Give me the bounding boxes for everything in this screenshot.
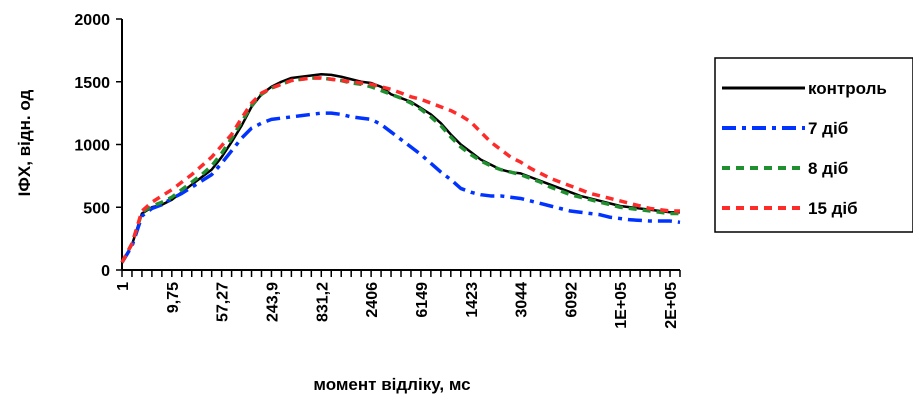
- x-axis-title: момент відліку, мс: [313, 375, 470, 394]
- series-line-1: [120, 72, 680, 264]
- y-tick-label: 500: [83, 200, 110, 217]
- x-tick-label: 831,2: [314, 282, 331, 322]
- x-tick-label: 3044: [514, 282, 531, 318]
- legend-label-3: 8 діб: [808, 159, 848, 178]
- x-tick-label: 57,27: [215, 282, 232, 322]
- x-tick-label: 6092: [563, 282, 580, 318]
- y-tick-label: 2000: [74, 12, 110, 29]
- x-tick-label: 9,75: [165, 282, 182, 313]
- x-tick-label: 1E+05: [613, 282, 630, 329]
- x-tick-label: 1423: [464, 282, 481, 318]
- x-tick-label: 243,9: [264, 282, 281, 322]
- series-line-2: [120, 111, 681, 264]
- y-tick-label: 0: [101, 263, 110, 280]
- series-line-3: [120, 76, 680, 264]
- series-line-4: [120, 76, 680, 264]
- series-group: [120, 72, 681, 264]
- x-tick-label: 6149: [414, 282, 431, 318]
- legend-label-4: 15 діб: [808, 199, 858, 218]
- x-tick-label: 1: [115, 282, 132, 291]
- axes-group: 0 500 1000 1500 2000 1 9,75 57,27 243,9 831,2 2406…: [74, 12, 681, 329]
- legend-label-1: контроль: [808, 79, 887, 98]
- x-tick-label: 2406: [364, 282, 381, 318]
- y-tick-label: 1000: [74, 138, 110, 155]
- x-tick-label: 2E+05: [663, 282, 680, 329]
- legend: контроль 7 діб 8 діб 15 діб: [714, 57, 913, 233]
- y-tick-label: 1500: [74, 75, 110, 92]
- y-axis-title: ІФХ, відн. од: [15, 89, 34, 196]
- legend-label-2: 7 діб: [808, 119, 848, 138]
